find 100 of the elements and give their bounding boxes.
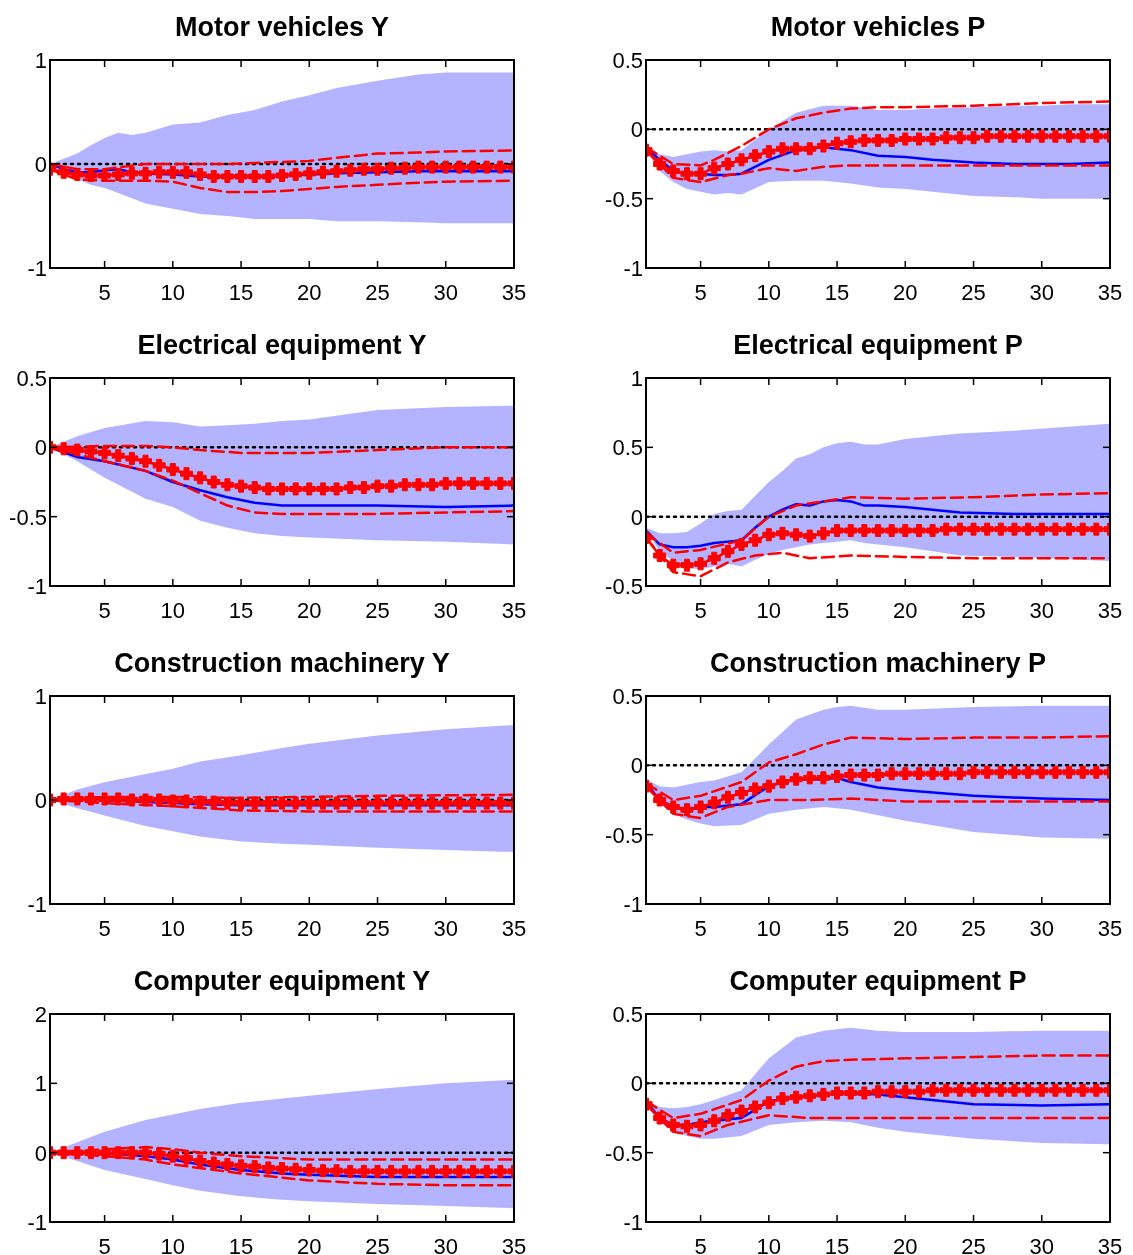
point [111,1146,125,1160]
point [694,800,708,814]
point [111,449,125,463]
point [912,132,926,146]
x-tick-label: 20 [893,916,918,941]
y-tick-label: 0.5 [612,684,643,709]
point [830,136,844,150]
point [939,131,953,145]
point [694,1118,708,1132]
point [967,765,981,779]
x-tick-label: 25 [961,598,986,623]
x-tick-label: 20 [297,1234,322,1255]
point [939,522,953,536]
point [653,548,667,562]
point [466,476,480,490]
x-tick-label: 5 [694,280,707,305]
point [721,790,735,804]
point [493,476,507,490]
point [452,1164,466,1178]
point [1021,765,1035,779]
x-tick-label: 30 [1029,1234,1055,1255]
point [425,1164,439,1178]
point [1048,765,1062,779]
point [789,528,803,542]
x-tick-label: 15 [228,280,254,305]
y-tick-label: -1 [27,256,47,281]
point [70,443,84,457]
point [926,1083,940,1097]
point [707,1114,721,1128]
x-tick-label: 15 [228,1234,254,1255]
x-tick-label: 5 [98,598,111,623]
x-tick-label: 20 [297,916,322,941]
point [871,524,885,538]
point [1007,522,1021,536]
y-tick-label: 1 [34,1071,47,1097]
x-tick-label: 5 [98,916,111,941]
point [994,1083,1008,1097]
x-tick-label: 10 [160,280,186,305]
point [871,768,885,782]
point [1035,1083,1049,1097]
point [844,524,858,538]
point [707,796,721,810]
y-tick-label: -0.5 [605,574,643,599]
point [926,524,940,538]
point [452,476,466,490]
point [1007,1083,1021,1097]
x-tick-label: 20 [893,280,918,305]
x-tick-label: 25 [365,598,390,623]
x-tick-label: 25 [961,916,986,941]
point [857,1086,871,1100]
point [57,1146,71,1160]
point [330,482,344,496]
point [775,775,789,789]
x-tick-label: 15 [824,916,850,941]
point [193,1154,207,1168]
point [735,786,749,800]
point [234,479,248,493]
x-tick-label: 20 [297,598,322,623]
point [748,782,762,796]
point [398,478,412,492]
point [885,524,899,538]
x-tick-label: 5 [98,280,111,305]
point [666,558,680,572]
x-tick-label: 35 [1097,916,1123,941]
y-tick-label: 0 [34,152,47,177]
point [1007,765,1021,779]
point [1035,522,1049,536]
y-tick-label: -1 [27,574,47,599]
point [1089,522,1103,536]
point [816,1087,830,1101]
point [844,1086,858,1100]
point [1035,765,1049,779]
y-tick-label: 0 [630,1071,643,1097]
point [57,442,71,456]
x-tick-label: 20 [297,280,322,305]
point [289,482,303,496]
point [721,1108,735,1122]
point [289,1162,303,1176]
point [179,1151,193,1165]
point [707,161,721,175]
point [316,1164,330,1178]
point [912,1085,926,1099]
point [803,529,817,543]
point [248,481,262,495]
point [816,771,830,785]
y-tick-label: 0 [34,1140,47,1166]
x-tick-label: 10 [756,598,782,623]
point [384,479,398,493]
point [1007,129,1021,143]
point [166,1149,180,1163]
x-tick-label: 35 [1097,1234,1123,1255]
point [357,481,371,495]
point [803,771,817,785]
point [680,167,694,181]
point [666,800,680,814]
x-tick-label: 25 [961,280,986,305]
point [193,471,207,485]
x-tick-label: 30 [433,280,459,305]
point [816,139,830,153]
x-tick-label: 30 [1029,916,1055,941]
